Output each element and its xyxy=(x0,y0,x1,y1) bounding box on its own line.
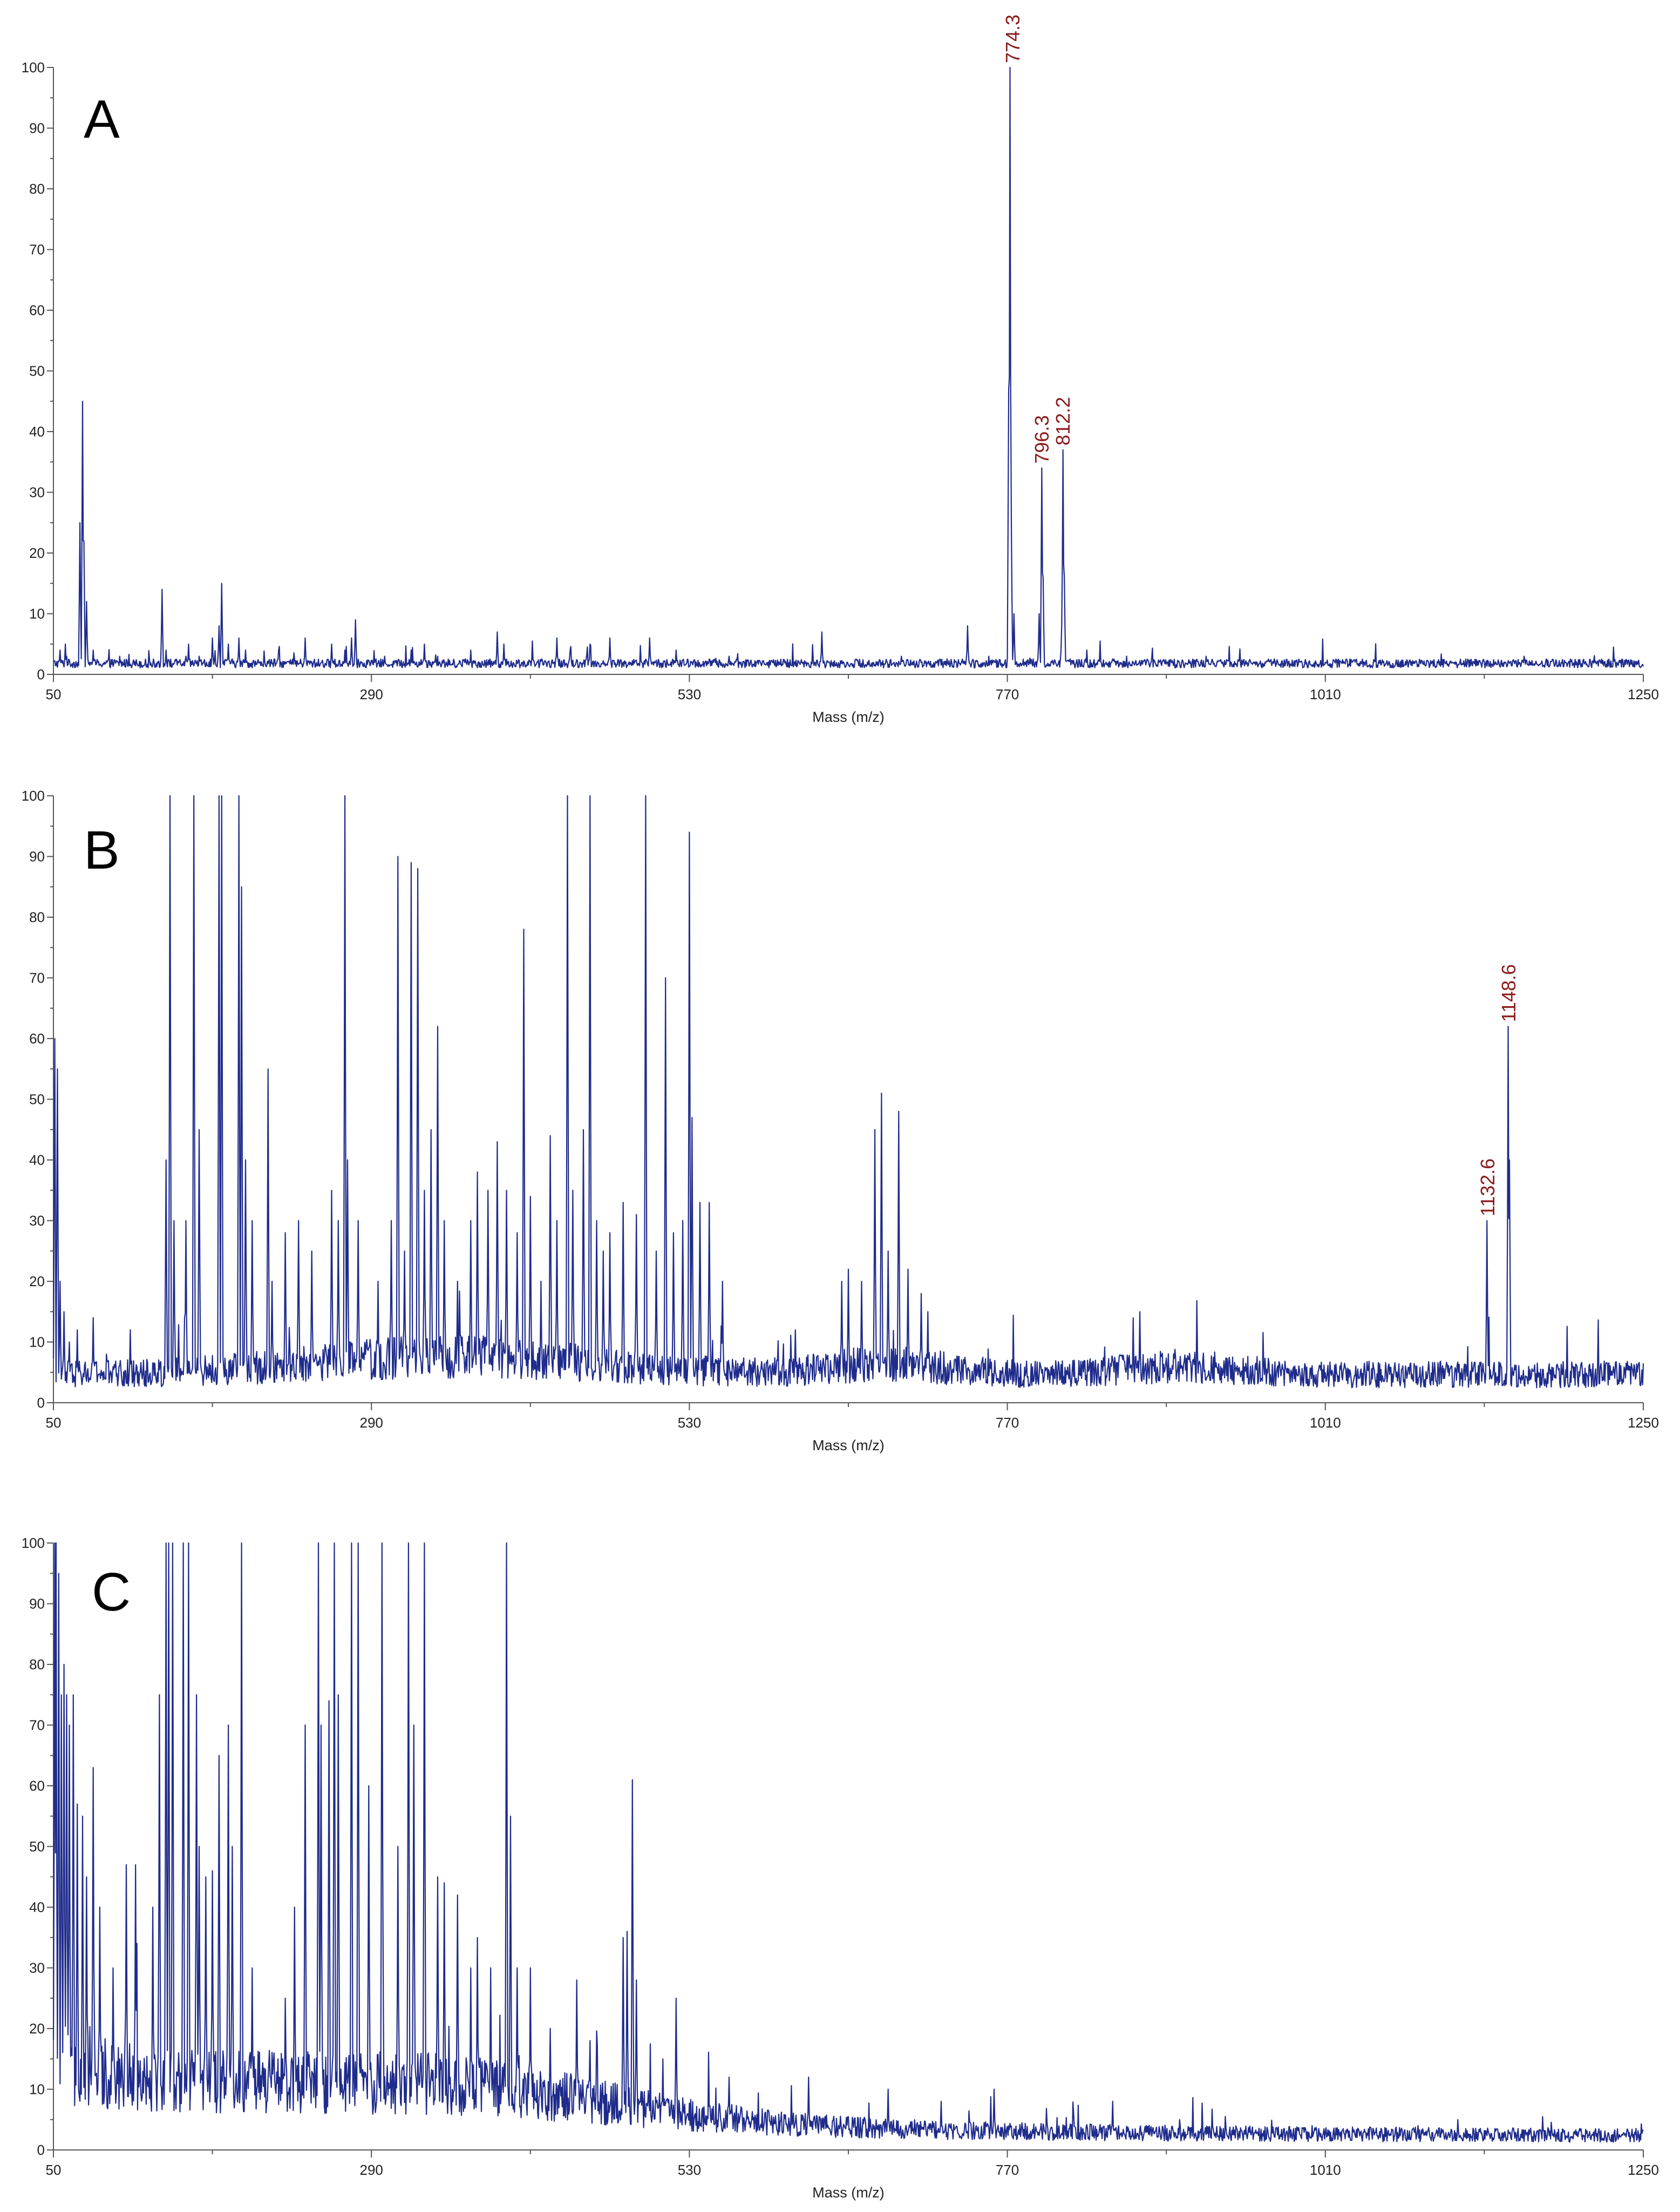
y-tick-label: 10 xyxy=(29,1334,45,1350)
spectrum-trace xyxy=(53,66,1644,668)
x-axis-label: Mass (m/z) xyxy=(812,1437,884,1453)
peak-label: 774.3 xyxy=(1002,15,1024,63)
y-tick-label: 90 xyxy=(29,120,45,136)
y-tick-label: 0 xyxy=(37,1395,45,1411)
y-tick-label: 70 xyxy=(29,1717,45,1733)
peak-label: 1148.6 xyxy=(1498,964,1520,1022)
spectrum-trace xyxy=(52,1542,1644,2143)
x-tick-label: 1250 xyxy=(1628,1415,1659,1431)
x-tick-label: 290 xyxy=(360,1415,383,1431)
x-tick-label: 50 xyxy=(46,1415,62,1431)
y-tick-label: 90 xyxy=(29,1596,45,1612)
x-axis-label: Mass (m/z) xyxy=(812,709,884,725)
y-tick-label: 60 xyxy=(29,1030,45,1047)
peak-label: 796.3 xyxy=(1031,415,1053,463)
y-tick-label: 10 xyxy=(29,2081,45,2098)
y-tick-label: 30 xyxy=(29,1960,45,1976)
y-tick-label: 0 xyxy=(37,666,45,682)
y-tick-label: 100 xyxy=(22,788,45,804)
x-axis-label: Mass (m/z) xyxy=(812,2184,884,2201)
x-tick-label: 290 xyxy=(360,686,383,702)
x-tick-label: 770 xyxy=(996,1415,1019,1431)
y-tick-label: 90 xyxy=(29,849,45,865)
x-tick-label: 1250 xyxy=(1628,2162,1659,2178)
y-tick-label: 70 xyxy=(29,970,45,986)
x-tick-label: 290 xyxy=(360,2162,383,2178)
y-tick-label: 50 xyxy=(29,1091,45,1108)
peak-label: 1132.6 xyxy=(1477,1158,1499,1216)
y-tick-label: 80 xyxy=(29,1656,45,1672)
spectrum-trace xyxy=(52,795,1644,1389)
y-tick-label: 40 xyxy=(29,1152,45,1168)
x-tick-label: 530 xyxy=(678,2162,701,2178)
y-tick-label: 20 xyxy=(29,2020,45,2037)
x-tick-label: 530 xyxy=(678,686,701,702)
x-tick-label: 530 xyxy=(678,1415,701,1431)
x-tick-label: 770 xyxy=(996,2162,1019,2178)
y-tick-label: 40 xyxy=(29,1899,45,1915)
x-tick-label: 50 xyxy=(46,686,62,702)
y-tick-label: 50 xyxy=(29,1839,45,1855)
x-tick-label: 770 xyxy=(996,686,1019,702)
y-tick-label: 30 xyxy=(29,1213,45,1229)
x-tick-label: 50 xyxy=(46,2162,62,2178)
panel-letter: C xyxy=(92,1562,131,1622)
x-tick-label: 1010 xyxy=(1310,686,1341,702)
panel-letter: A xyxy=(84,89,120,149)
y-tick-label: 0 xyxy=(37,2142,45,2158)
y-tick-label: 30 xyxy=(29,484,45,501)
y-tick-label: 80 xyxy=(29,909,45,925)
x-tick-label: 1010 xyxy=(1310,1415,1341,1431)
spectrum-panel-a: 0 10 20 30 40 50 60 70 80 90 100 50 290 530 770 1010 125… xyxy=(22,15,1659,725)
y-tick-label: 60 xyxy=(29,1778,45,1794)
spectrum-panel-c: 0 10 20 30 40 50 60 70 80 90 100 50 290 530 770 1010 125… xyxy=(22,1535,1659,2201)
x-tick-label: 1010 xyxy=(1310,2162,1341,2178)
y-tick-label: 70 xyxy=(29,242,45,258)
y-tick-label: 10 xyxy=(29,606,45,622)
panel-letter: B xyxy=(84,820,120,880)
y-tick-label: 60 xyxy=(29,302,45,318)
spectrum-panel-b: 0 10 20 30 40 50 60 70 80 90 100 50 290 530 770 1010 125… xyxy=(22,788,1659,1453)
y-tick-label: 80 xyxy=(29,181,45,197)
y-tick-label: 100 xyxy=(22,59,45,76)
x-tick-label: 1250 xyxy=(1628,686,1659,702)
peak-label: 812.2 xyxy=(1052,397,1074,446)
y-tick-label: 20 xyxy=(29,1273,45,1289)
y-tick-label: 40 xyxy=(29,424,45,440)
y-tick-label: 50 xyxy=(29,363,45,379)
y-tick-label: 100 xyxy=(22,1535,45,1551)
y-tick-label: 20 xyxy=(29,545,45,561)
